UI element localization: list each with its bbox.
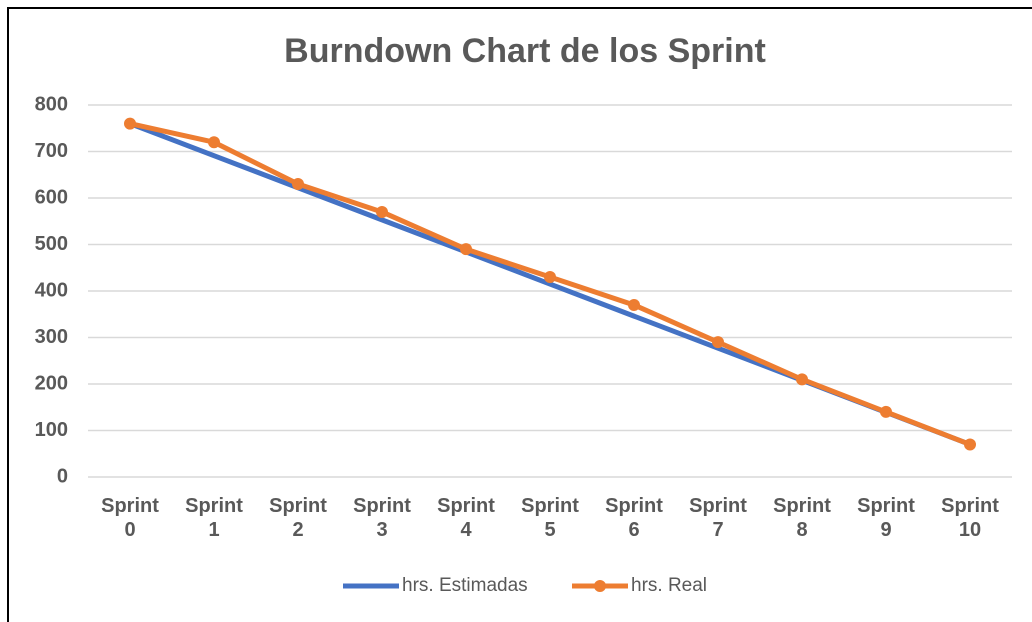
x-tick-label: Sprint 1 [185,495,243,541]
point [460,243,472,256]
point [208,136,220,149]
x-tick-label: Sprint 9 [857,495,915,541]
point [376,205,388,218]
legend-marker [594,580,606,592]
chart-border [7,7,1032,622]
point [124,117,136,130]
point [796,373,808,386]
y-tick-label: 700 [35,140,68,162]
x-tick-label: Sprint 2 [269,495,327,541]
point [964,438,976,451]
x-tick-label: Sprint 7 [689,495,747,541]
point [292,178,304,191]
y-tick-label: 800 [35,93,68,115]
y-tick-label: 0 [57,465,68,487]
x-tick-label: Sprint 8 [773,495,831,541]
legend-label: hrs. Estimadas [402,575,528,596]
x-tick-label: Sprint 3 [353,495,411,541]
y-tick-label: 200 [35,372,68,394]
point [712,336,724,349]
chart-title: Burndown Chart de los Sprint [284,32,766,70]
y-tick-label: 400 [35,279,68,301]
y-tick-label: 500 [35,233,68,255]
point [628,298,640,311]
y-tick-label: 100 [35,419,68,441]
x-tick-label: Sprint 0 [101,495,159,541]
y-tick-label: 600 [35,186,68,208]
point [880,405,892,418]
legend-label: hrs. Real [631,575,707,596]
x-tick-label: Sprint 4 [437,495,495,541]
y-tick-label: 300 [35,326,68,348]
x-tick-label: Sprint 10 [941,495,999,541]
point [544,271,556,284]
x-tick-label: Sprint 6 [605,495,663,541]
x-tick-label: Sprint 5 [521,495,579,541]
